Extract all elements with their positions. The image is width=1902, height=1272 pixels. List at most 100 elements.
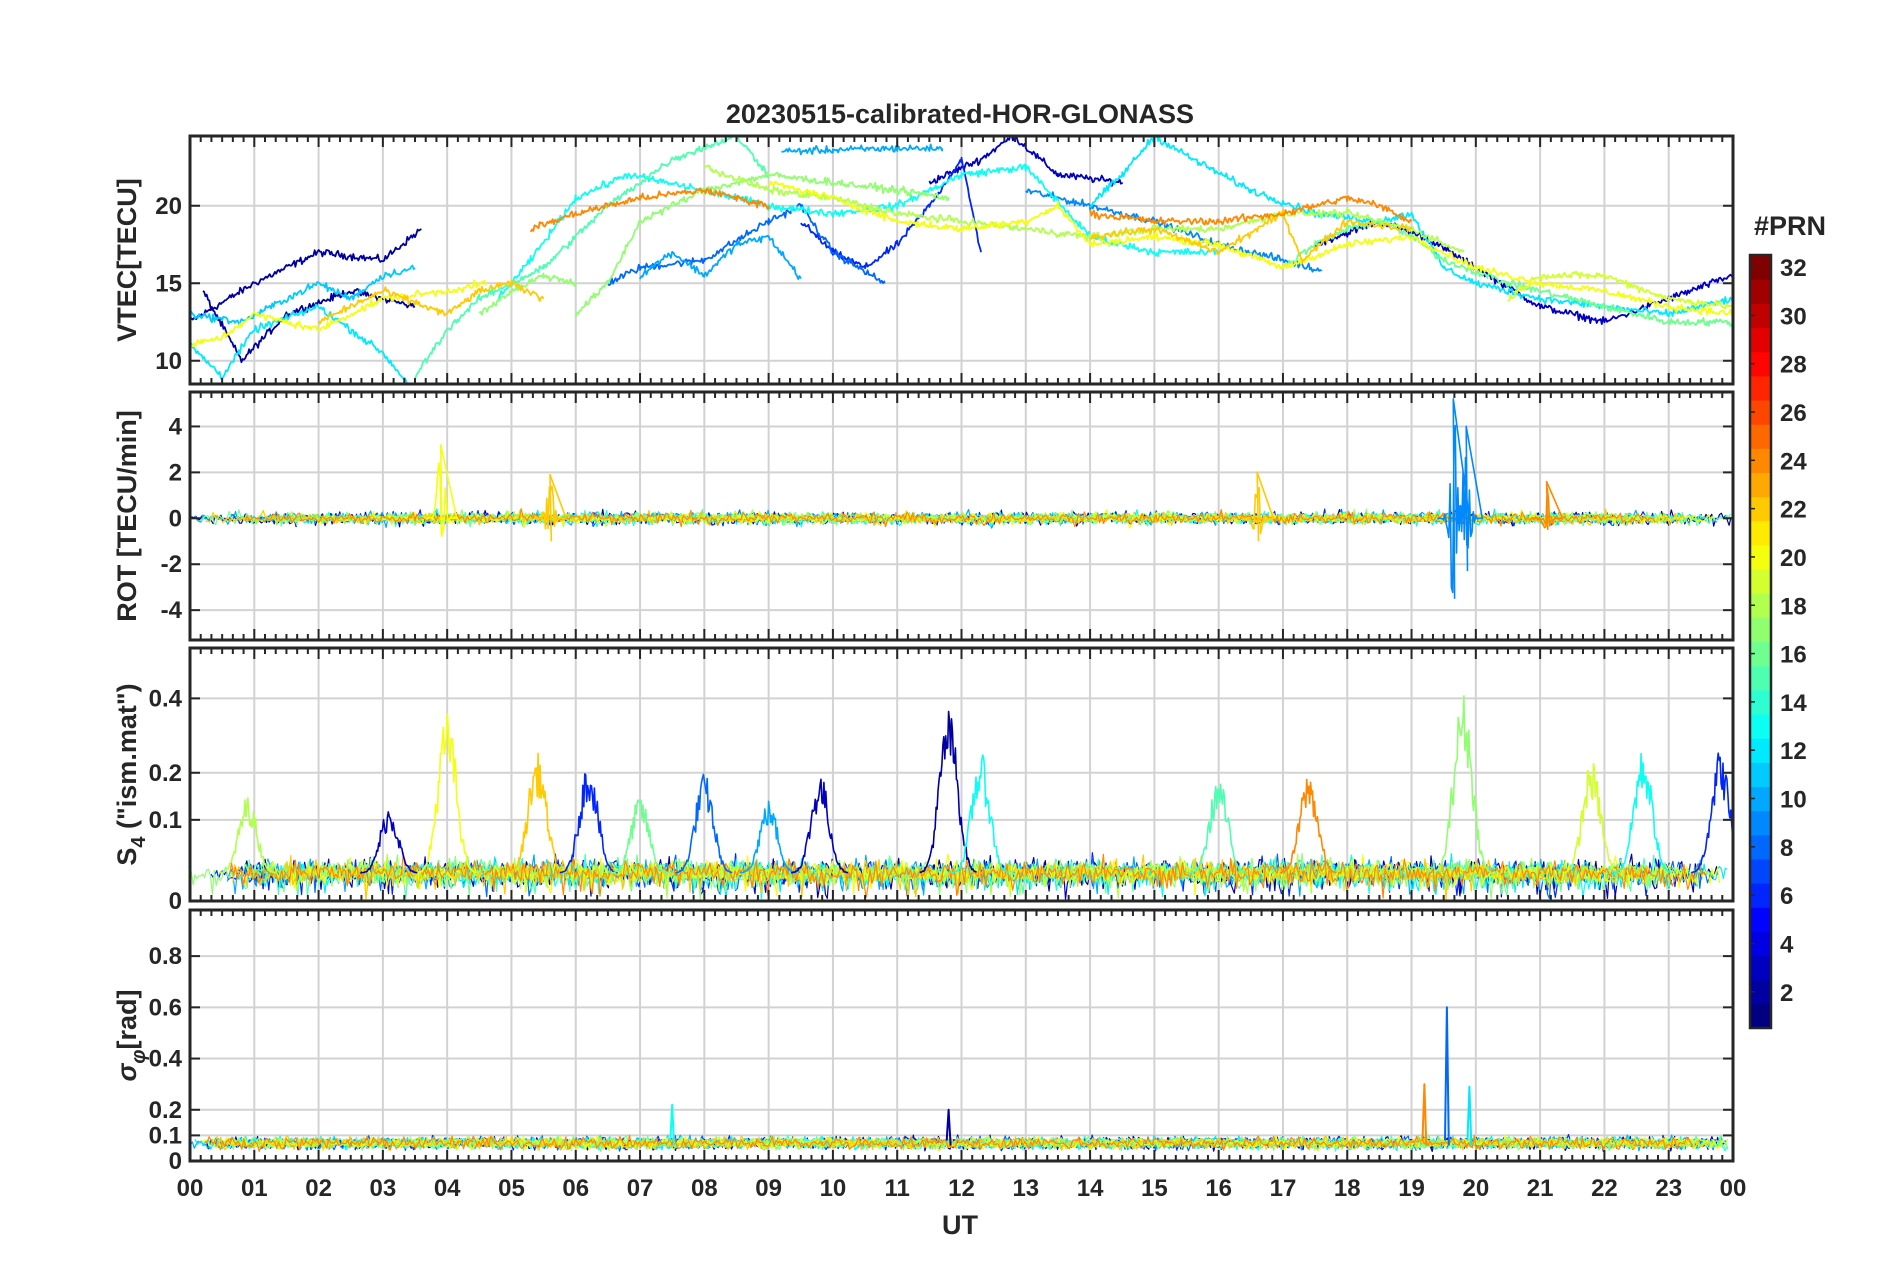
vtec-panel: 10 15 20 VTEC[TECU] xyxy=(112,134,1735,386)
colorbar-tick-label: 24 xyxy=(1780,448,1807,475)
x-tick-label: 20 xyxy=(1462,1175,1489,1202)
x-tick-label: 17 xyxy=(1270,1175,1297,1202)
s4-burst xyxy=(1691,752,1733,874)
rot-y-tick-label: -4 xyxy=(161,597,183,624)
vtec-y-axis-label: VTEC[TECU] xyxy=(112,178,142,342)
vtec-series-prn-24 xyxy=(1089,195,1413,226)
x-axis-label: UT xyxy=(942,1210,978,1240)
x-tick-label: 12 xyxy=(948,1175,975,1202)
vtec-series-prn-20 xyxy=(190,279,487,347)
colorbar-tick-label: 6 xyxy=(1780,883,1793,910)
vtec-y-tick-label: 20 xyxy=(155,193,182,220)
vtec-series-prn-22 xyxy=(1089,209,1413,264)
x-tick-label: 23 xyxy=(1655,1175,1682,1202)
colorbar-segment xyxy=(1750,1003,1771,1029)
sigma_phi-y-tick-label: 0.2 xyxy=(149,1097,182,1124)
s4-burst xyxy=(951,754,1010,874)
vtec-series-prn-11 xyxy=(190,264,416,325)
colorbar-tick-label: 20 xyxy=(1780,545,1807,572)
sigma_phi-y-axis-label: σφ[rad] xyxy=(112,990,150,1082)
rot-series-prn-24 xyxy=(244,508,1656,528)
colorbar-segment xyxy=(1750,907,1771,932)
x-tick-label: 00 xyxy=(177,1175,204,1202)
s4-burst xyxy=(417,712,477,874)
colorbar-segment xyxy=(1750,351,1771,377)
s4-burst xyxy=(508,752,567,874)
sigma_phi-x-ticks xyxy=(189,910,1734,1161)
colorbar-segment xyxy=(1750,303,1771,329)
s4-series-prn-24 xyxy=(229,852,1706,899)
s4-y-tick-label: 0.4 xyxy=(149,685,183,712)
colorbar-segment xyxy=(1750,834,1771,860)
sigma-spike xyxy=(669,1103,676,1146)
x-tick-label: 13 xyxy=(1012,1175,1039,1202)
colorbar-segment xyxy=(1750,569,1771,594)
x-tick-label: 04 xyxy=(434,1175,461,1202)
sigma_phi-panel: 00.10.2 0.4 0.6 0.8 σφ[rad] xyxy=(112,908,1735,1175)
colorbar-segment xyxy=(1750,955,1771,981)
colorbar-segment xyxy=(1750,496,1771,522)
s4-burst xyxy=(919,710,978,874)
colorbar-segment xyxy=(1750,858,1771,884)
s4-burst xyxy=(1279,778,1337,874)
s4-traces xyxy=(190,695,1733,901)
sigma-spike xyxy=(1421,1083,1428,1146)
colorbar-segment xyxy=(1750,593,1771,618)
colorbar-tick-label: 4 xyxy=(1780,931,1794,958)
colorbar-tick-label: 10 xyxy=(1780,787,1807,814)
colorbar-tick-label: 18 xyxy=(1780,593,1807,620)
x-tick-label: 03 xyxy=(370,1175,397,1202)
rot-y-tick-label: 4 xyxy=(169,413,183,440)
x-tick-label: 15 xyxy=(1141,1175,1168,1202)
s4-burst xyxy=(360,811,418,874)
x-tick-label: 10 xyxy=(820,1175,847,1202)
s4-burst xyxy=(791,778,849,874)
x-tick-label: 01 xyxy=(241,1175,268,1202)
x-tick-label: 00 xyxy=(1720,1175,1747,1202)
colorbar-segment xyxy=(1750,810,1771,836)
vtec-series-prn-17 xyxy=(574,171,950,318)
sigma-spike xyxy=(1466,1085,1473,1146)
s4-burst xyxy=(1189,783,1247,874)
rot-y-tick-label: 0 xyxy=(169,505,182,532)
colorbar-segment xyxy=(1750,883,1771,908)
vtec-series-prn-19 xyxy=(1507,270,1733,310)
colorbar-segment xyxy=(1750,641,1771,667)
sigma-series-prn-24 xyxy=(205,1134,1693,1152)
colorbar-segment xyxy=(1750,544,1771,570)
rot-panel: -4 -2 0 2 4 ROT [TECU/min] xyxy=(112,390,1735,642)
s4-burst xyxy=(1614,752,1672,874)
colorbar-tick-label: 28 xyxy=(1780,352,1807,379)
figure-title: 20230515-calibrated-HOR-GLONASS xyxy=(726,99,1194,129)
vtec-x-ticks xyxy=(189,136,1734,384)
rot-traces xyxy=(190,398,1732,599)
sigma_phi-y-tick-label: 0.4 xyxy=(149,1046,183,1073)
vtec-series-prn-6 xyxy=(800,156,982,270)
x-tick-label: 07 xyxy=(627,1175,654,1202)
x-tick-label: 11 xyxy=(885,1175,910,1202)
vtec-series-prn-24 xyxy=(529,187,770,233)
rot-spike xyxy=(1241,471,1275,542)
colorbar-segment xyxy=(1750,424,1771,449)
sigma_phi-y-tick-label: 0.8 xyxy=(149,943,182,970)
colorbar-segment xyxy=(1750,931,1771,957)
colorbar-segment xyxy=(1750,375,1771,401)
s4-x-ticks xyxy=(189,648,1734,901)
s4-burst xyxy=(1433,695,1492,874)
colorbar-segment xyxy=(1750,617,1771,643)
sigma-spike xyxy=(1444,1006,1450,1146)
vtec-series-prn-17 xyxy=(478,272,577,316)
colorbar-segment xyxy=(1750,762,1771,788)
rot-y-tick-label: 2 xyxy=(169,459,182,486)
sigma_phi-y-tick-label: 0.1 xyxy=(149,1122,182,1149)
rot-y-tick-label: -2 xyxy=(161,551,182,578)
x-tick-label: 19 xyxy=(1398,1175,1425,1202)
x-tick-label: 18 xyxy=(1334,1175,1361,1202)
colorbar-segment xyxy=(1750,448,1771,474)
vtec-y-tick-label: 15 xyxy=(155,270,182,297)
vtec-series-prn-2 xyxy=(190,228,422,323)
rot-spike xyxy=(534,473,567,542)
s4-burst xyxy=(1562,763,1620,874)
